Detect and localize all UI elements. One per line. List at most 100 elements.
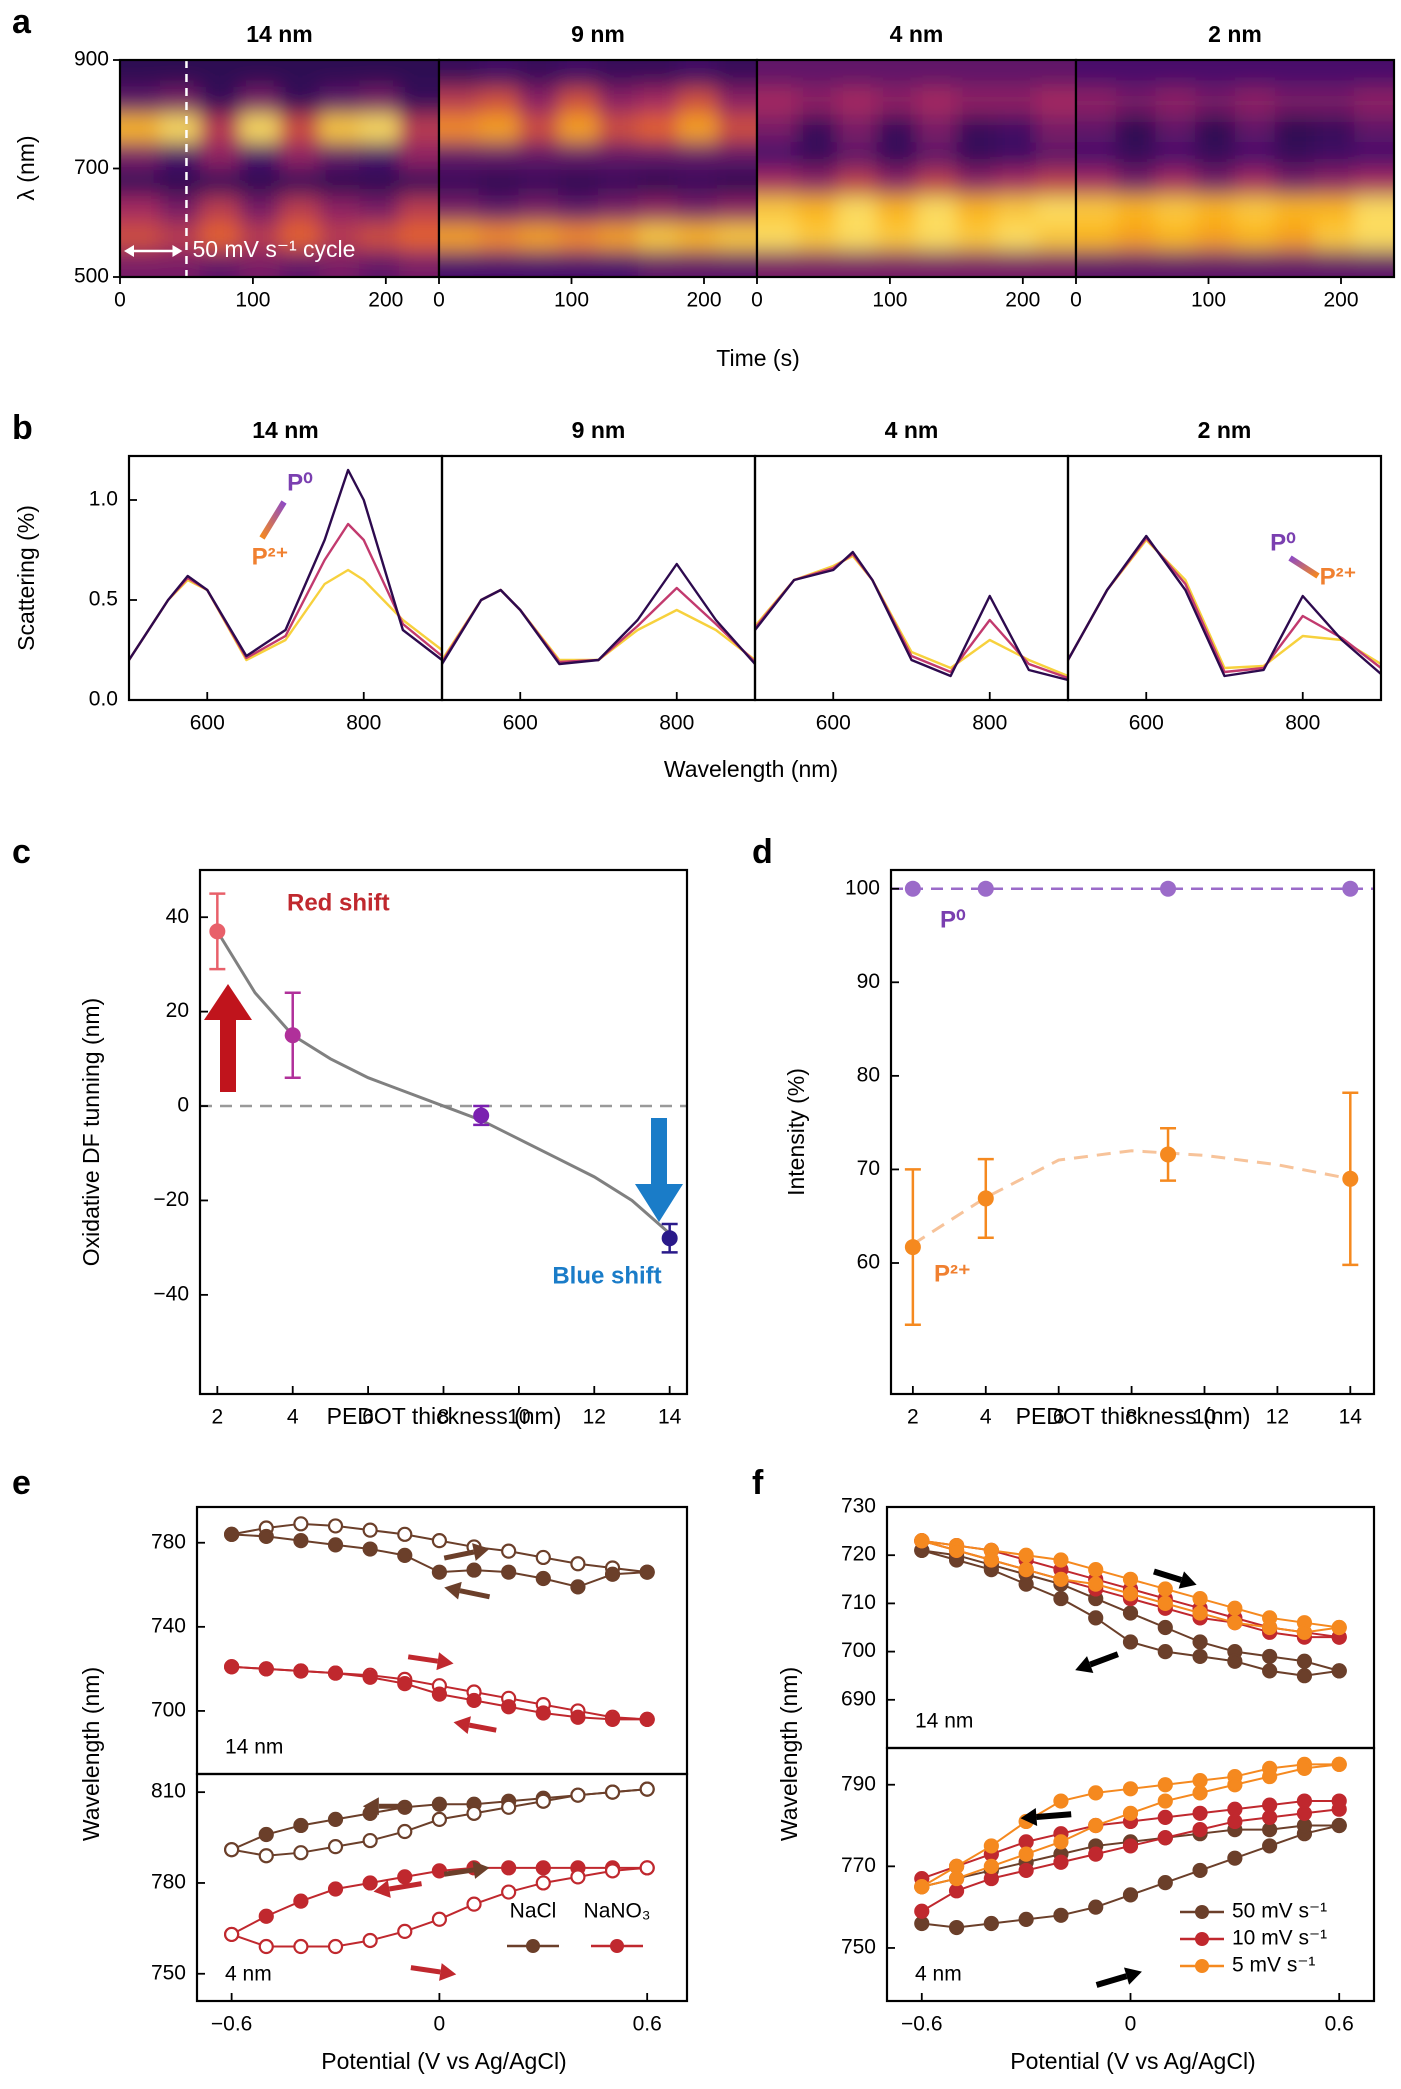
heatmap-cell bbox=[279, 114, 320, 142]
heatmap-cell bbox=[598, 195, 639, 224]
heatmap-cell bbox=[796, 195, 838, 224]
point bbox=[1262, 1838, 1278, 1854]
heatmap-cell bbox=[677, 249, 718, 277]
point bbox=[224, 1526, 240, 1542]
plot-frame bbox=[440, 454, 757, 702]
heatmap-cell bbox=[159, 87, 201, 115]
x-tick-label: 12 bbox=[583, 1406, 606, 1429]
point bbox=[570, 1556, 586, 1572]
point bbox=[1227, 1813, 1243, 1830]
heatmap-cell bbox=[319, 60, 360, 88]
point bbox=[466, 1562, 482, 1578]
heatmap-cell bbox=[757, 222, 798, 251]
heatmap-cell bbox=[120, 87, 161, 115]
point bbox=[914, 1903, 930, 1919]
point bbox=[535, 1860, 551, 1876]
heatmap-cell bbox=[359, 114, 400, 142]
heatmap-cell bbox=[478, 87, 519, 115]
heatmap-cell bbox=[876, 114, 917, 142]
heatmap-cell bbox=[1274, 222, 1315, 251]
heatmap-cell bbox=[836, 222, 878, 251]
point bbox=[1160, 1146, 1177, 1163]
x-tick-label: 600 bbox=[190, 712, 225, 735]
point bbox=[224, 1842, 240, 1858]
heatmap-cell bbox=[478, 60, 519, 88]
point bbox=[1262, 1809, 1278, 1825]
heatmap-cell bbox=[239, 168, 280, 197]
arrow-shaft bbox=[1095, 1973, 1128, 1988]
heatmap-cell bbox=[796, 87, 838, 115]
heatmap-cell bbox=[876, 87, 917, 115]
arrow-head bbox=[1178, 1571, 1197, 1589]
point bbox=[535, 1705, 551, 1721]
heatmap-cell bbox=[279, 249, 320, 277]
spectrum bbox=[1066, 538, 1382, 670]
heatmap-cell bbox=[1076, 195, 1117, 224]
plot-area bbox=[224, 1516, 655, 1727]
spectrum bbox=[440, 562, 756, 666]
heatmap-cell bbox=[956, 60, 997, 88]
heatmap-cell bbox=[1354, 195, 1394, 224]
point bbox=[1088, 1562, 1104, 1578]
y-tick-label: 60 bbox=[857, 1251, 880, 1274]
plot-area bbox=[754, 550, 1069, 682]
heatmap-cell bbox=[558, 195, 599, 224]
x-axis-label: PEDOT thickness (nm) bbox=[1016, 1403, 1251, 1429]
heatmap-cell bbox=[1354, 114, 1394, 142]
point bbox=[1262, 1822, 1278, 1838]
point bbox=[466, 1692, 482, 1709]
point bbox=[362, 1932, 378, 1949]
heatmap-cell bbox=[1155, 60, 1196, 88]
heatmap-cell bbox=[1235, 114, 1276, 142]
point bbox=[1157, 1643, 1173, 1660]
x-tick-label: 800 bbox=[659, 712, 694, 735]
heatmap-cell bbox=[637, 249, 678, 277]
heatmap-cell bbox=[199, 168, 241, 197]
point bbox=[1088, 1817, 1104, 1834]
heatmap-cell bbox=[478, 195, 519, 224]
heatmap bbox=[757, 60, 1076, 277]
heatmap-cell bbox=[677, 114, 718, 142]
heatmap-cell bbox=[120, 249, 161, 277]
heatmap-cell bbox=[916, 87, 957, 115]
panel-letter: a bbox=[12, 3, 32, 41]
x-tick-label: 200 bbox=[1005, 289, 1040, 312]
y-tick-label: 750 bbox=[841, 1935, 876, 1958]
heatmap-cell bbox=[439, 168, 480, 197]
heatmap-cell bbox=[1235, 87, 1276, 115]
panel-title: 9 nm bbox=[571, 21, 625, 47]
heatmap-cell bbox=[478, 114, 519, 142]
point bbox=[1157, 1619, 1173, 1636]
point bbox=[914, 1915, 930, 1932]
plot-area bbox=[914, 1756, 1347, 1936]
point bbox=[1018, 1576, 1034, 1592]
point bbox=[362, 1541, 378, 1557]
heatmap-cell bbox=[1076, 87, 1117, 115]
point bbox=[258, 1908, 274, 1924]
heatmap-cell bbox=[956, 168, 997, 197]
heatmap-cell bbox=[757, 141, 798, 169]
heatmap-cell bbox=[159, 195, 201, 224]
heatmap-cell bbox=[1274, 114, 1315, 142]
point bbox=[1088, 1610, 1104, 1626]
point bbox=[362, 1875, 378, 1891]
point bbox=[1296, 1653, 1313, 1669]
point bbox=[983, 1870, 999, 1887]
heatmap-cell bbox=[757, 249, 798, 277]
heatmap-cell bbox=[359, 168, 400, 197]
y-axis-label: Wavelength (nm) bbox=[78, 1667, 104, 1841]
point bbox=[1018, 1547, 1034, 1563]
y-tick-label: 700 bbox=[74, 156, 109, 179]
y-tick-label: 0.5 bbox=[89, 588, 118, 611]
arrow-shaft bbox=[410, 1965, 441, 1975]
x-axis-label: Time (s) bbox=[716, 345, 799, 371]
heatmap-cell bbox=[159, 168, 201, 197]
heatmap-cell bbox=[1274, 195, 1315, 224]
point bbox=[1227, 1801, 1243, 1817]
y-tick-label: 780 bbox=[151, 1530, 186, 1553]
panel-title: 4 nm bbox=[890, 21, 944, 47]
point bbox=[904, 1239, 921, 1256]
heatmap-cell bbox=[1235, 168, 1276, 197]
point bbox=[1262, 1619, 1278, 1636]
heatmap-cell bbox=[239, 141, 280, 169]
